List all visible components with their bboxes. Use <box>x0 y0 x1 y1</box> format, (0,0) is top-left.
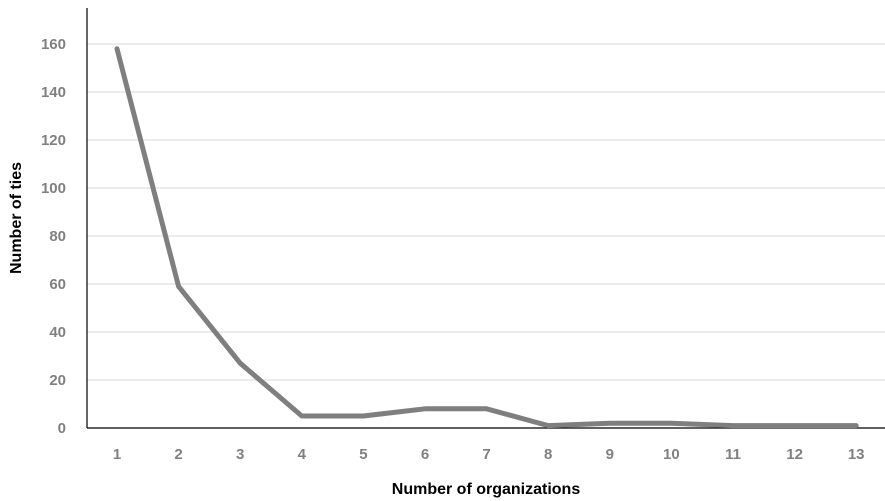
y-axis-title: Number of ties <box>8 162 25 274</box>
x-tick-label: 1 <box>113 446 121 463</box>
y-tick-label: 100 <box>41 180 66 197</box>
x-tick-labels: 1 2 3 4 5 6 7 8 9 10 11 12 13 <box>113 446 865 463</box>
y-tick-label: 160 <box>41 36 66 53</box>
y-tick-label: 20 <box>49 372 66 389</box>
y-tick-label: 0 <box>58 420 66 437</box>
x-tick-label: 8 <box>544 446 552 463</box>
x-tick-label: 13 <box>848 446 865 463</box>
x-axis-title: Number of organizations <box>392 481 581 498</box>
x-tick-label: 12 <box>786 446 803 463</box>
gridlines <box>87 43 885 381</box>
x-tick-label: 9 <box>606 446 614 463</box>
y-tick-label: 140 <box>41 84 66 101</box>
x-tick-label: 11 <box>725 446 741 463</box>
y-tick-label: 80 <box>49 228 66 245</box>
x-tick-label: 2 <box>174 446 182 463</box>
y-tick-label: 120 <box>41 132 66 149</box>
y-tick-label: 60 <box>49 276 66 293</box>
x-tick-label: 10 <box>663 446 680 463</box>
x-tick-label: 3 <box>236 446 244 463</box>
y-tick-label: 40 <box>49 324 66 341</box>
series-lines <box>114 46 859 429</box>
axes <box>86 8 885 429</box>
x-tick-label: 5 <box>359 446 367 463</box>
series-line-0 <box>114 46 859 429</box>
x-tick-label: 6 <box>421 446 429 463</box>
x-tick-label: 7 <box>482 446 490 463</box>
x-tick-label: 4 <box>298 446 307 463</box>
y-tick-labels: 0 20 40 60 80 100 120 140 160 <box>41 36 66 437</box>
